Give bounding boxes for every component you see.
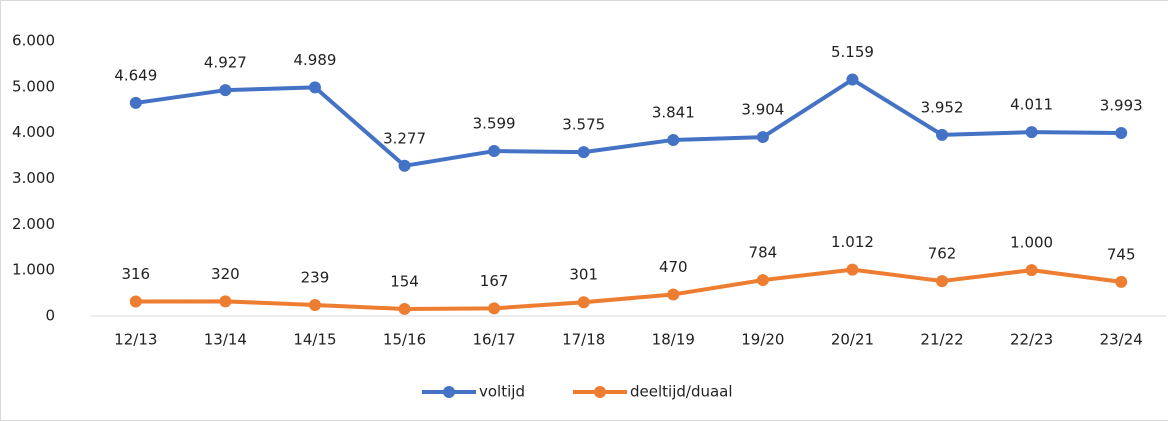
data-point (1115, 126, 1128, 139)
x-tick-label: 13/14 (204, 331, 247, 349)
series-line (135, 77, 1122, 168)
data-point (1025, 126, 1038, 139)
data-point (308, 299, 321, 312)
data-label: 4.649 (114, 66, 157, 84)
data-point (488, 145, 501, 158)
legend-label: deeltijd/duaal (630, 383, 733, 401)
data-point (667, 288, 680, 301)
data-label: 762 (928, 245, 957, 263)
data-label: 4.927 (204, 54, 247, 72)
data-label: 3.599 (473, 115, 516, 133)
data-label: 4.011 (1010, 96, 1053, 114)
data-point (398, 159, 411, 172)
data-point (219, 295, 232, 308)
data-point (129, 295, 142, 308)
x-tick-label: 20/21 (831, 331, 874, 349)
data-label: 316 (121, 265, 150, 283)
data-label: 784 (749, 244, 778, 262)
x-tick-label: 12/13 (114, 331, 157, 349)
data-label: 239 (301, 269, 330, 287)
y-tick-label: 5.000 (12, 77, 55, 95)
data-point (129, 96, 142, 109)
data-point (936, 275, 949, 288)
y-tick-label: 2.000 (12, 215, 55, 233)
data-point (846, 73, 859, 86)
data-point (488, 302, 501, 315)
data-point (936, 128, 949, 141)
data-label: 3.952 (921, 98, 964, 116)
data-label: 320 (211, 265, 240, 283)
x-tick-label: 19/20 (741, 331, 784, 349)
data-label: 470 (659, 258, 688, 276)
data-point (398, 302, 411, 315)
data-point (846, 263, 859, 276)
y-tick-label: 4.000 (12, 123, 55, 141)
data-point (756, 131, 769, 144)
x-tick-label: 18/19 (652, 331, 695, 349)
x-tick-label: 21/22 (920, 331, 963, 349)
data-point (219, 84, 232, 97)
x-tick-label: 15/16 (383, 331, 426, 349)
x-tick-label: 16/17 (473, 331, 516, 349)
y-tick-label: 6.000 (12, 32, 55, 50)
data-label: 745 (1107, 245, 1136, 263)
data-point (577, 296, 590, 309)
data-label: 4.989 (293, 51, 336, 69)
y-tick-label: 1.000 (12, 261, 55, 279)
data-point (1025, 264, 1038, 277)
data-point (667, 133, 680, 146)
legend-marker (594, 386, 606, 398)
x-tick-label: 14/15 (293, 331, 336, 349)
legend-marker (443, 386, 455, 398)
legend-label: voltijd (479, 383, 525, 401)
x-tick-label: 23/24 (1100, 331, 1143, 349)
data-label: 154 (390, 272, 419, 290)
x-tick-label: 17/18 (562, 331, 605, 349)
data-point (1115, 275, 1128, 288)
data-label: 3.277 (383, 129, 426, 147)
data-label: 167 (480, 272, 509, 290)
data-label: 3.993 (1100, 96, 1143, 114)
data-point (577, 146, 590, 159)
data-label: 301 (569, 266, 598, 284)
data-label: 3.575 (562, 116, 605, 134)
x-tick-label: 22/23 (1010, 331, 1053, 349)
data-label: 1.000 (1010, 234, 1053, 252)
series-line (135, 267, 1122, 311)
data-point (308, 81, 321, 94)
data-label: 1.012 (831, 233, 874, 251)
y-tick-label: 3.000 (12, 169, 55, 187)
data-label: 3.841 (652, 103, 695, 121)
data-point (756, 274, 769, 287)
y-tick-label: 0 (45, 307, 55, 325)
data-label: 5.159 (831, 43, 874, 61)
data-label: 3.904 (741, 101, 784, 119)
